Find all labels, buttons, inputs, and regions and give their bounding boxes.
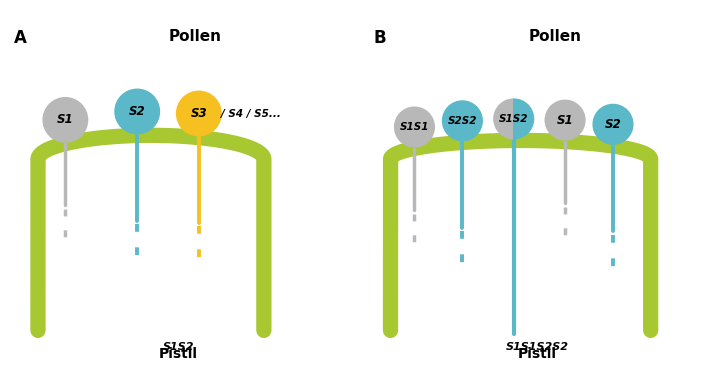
Text: B: B (374, 29, 386, 47)
Text: S1S1: S1S1 (400, 122, 429, 132)
Circle shape (395, 107, 435, 147)
Text: S1: S1 (57, 113, 74, 127)
Text: S1: S1 (557, 114, 574, 127)
Text: / S4 / S5...: / S4 / S5... (221, 108, 281, 118)
Circle shape (593, 104, 633, 144)
Text: S2: S2 (605, 118, 621, 131)
Text: Pollen: Pollen (169, 29, 222, 44)
Circle shape (115, 89, 160, 134)
Circle shape (43, 98, 87, 142)
Text: S1S1S2S2: S1S1S2S2 (506, 342, 569, 353)
Wedge shape (514, 99, 533, 139)
Text: S3: S3 (190, 107, 207, 120)
Text: S1S2: S1S2 (499, 114, 528, 124)
Circle shape (442, 101, 483, 141)
Text: S2S2: S2S2 (448, 116, 477, 126)
Text: Pistil: Pistil (159, 347, 198, 361)
Text: S1S2: S1S2 (163, 342, 194, 353)
Text: Pistil: Pistil (518, 347, 557, 361)
Text: A: A (14, 29, 27, 47)
Text: Pollen: Pollen (528, 29, 581, 44)
Circle shape (177, 91, 221, 136)
Circle shape (545, 100, 585, 140)
Wedge shape (494, 99, 514, 139)
Text: S2: S2 (129, 105, 145, 118)
